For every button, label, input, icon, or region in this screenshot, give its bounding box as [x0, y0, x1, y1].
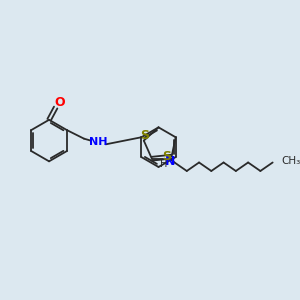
Text: H: H — [160, 159, 168, 169]
Text: S: S — [163, 150, 172, 163]
Text: S: S — [140, 129, 149, 142]
Text: O: O — [54, 96, 65, 109]
Text: NH: NH — [89, 137, 107, 148]
Text: CH₃: CH₃ — [281, 156, 300, 166]
Text: N: N — [164, 155, 175, 168]
